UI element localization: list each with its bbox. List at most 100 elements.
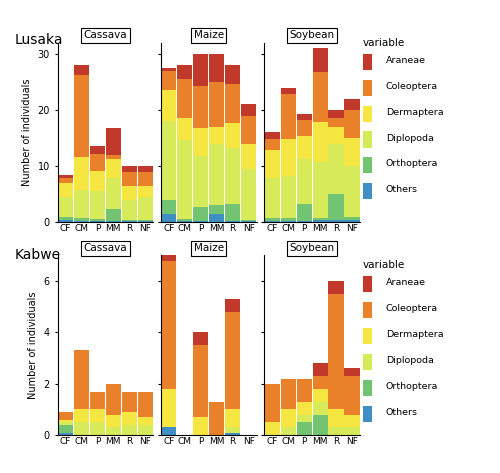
Bar — [193, 333, 208, 345]
Bar — [193, 156, 208, 207]
Bar — [241, 105, 256, 115]
Title: Cassava: Cassava — [84, 243, 127, 253]
Bar — [193, 86, 208, 128]
Bar — [296, 136, 312, 159]
Title: Soybean: Soybean — [290, 30, 335, 40]
Bar — [344, 166, 360, 217]
Text: Dermaptera: Dermaptera — [386, 108, 444, 117]
Bar — [106, 428, 121, 435]
Bar — [312, 389, 328, 402]
Bar — [328, 118, 344, 127]
Bar — [162, 90, 176, 121]
Bar — [162, 255, 176, 261]
Bar — [312, 376, 328, 389]
Bar — [362, 354, 372, 370]
Bar — [362, 328, 372, 344]
Bar — [312, 72, 328, 123]
Bar — [74, 190, 89, 219]
Text: Others: Others — [386, 185, 418, 194]
Text: Orthoptera: Orthoptera — [386, 382, 438, 391]
Bar — [58, 420, 73, 422]
Bar — [344, 368, 360, 376]
Bar — [90, 191, 105, 219]
Bar — [106, 159, 121, 178]
Bar — [162, 214, 176, 222]
Bar — [225, 84, 240, 123]
Bar — [344, 415, 360, 428]
Bar — [90, 171, 105, 191]
Bar — [90, 392, 105, 410]
Bar — [162, 428, 176, 435]
Bar — [264, 132, 280, 139]
Bar — [193, 417, 208, 435]
Bar — [264, 178, 280, 218]
Bar — [344, 110, 360, 138]
Bar — [280, 94, 296, 139]
Bar — [225, 65, 240, 84]
Bar — [58, 197, 73, 217]
Bar — [209, 54, 224, 82]
Bar — [362, 302, 372, 318]
Bar — [162, 70, 176, 90]
Bar — [225, 299, 240, 312]
Bar — [328, 294, 344, 410]
Bar — [209, 214, 224, 222]
Bar — [296, 114, 312, 120]
Bar — [122, 412, 137, 425]
Bar — [328, 219, 344, 222]
Bar — [162, 121, 176, 200]
Bar — [122, 200, 137, 219]
Bar — [209, 205, 224, 214]
Bar — [193, 128, 208, 156]
Bar — [296, 379, 312, 402]
Bar — [362, 158, 372, 174]
Title: Maize: Maize — [194, 30, 224, 40]
Bar — [177, 65, 192, 79]
Bar — [58, 425, 73, 433]
Bar — [74, 219, 89, 220]
Bar — [74, 157, 89, 190]
Bar — [264, 422, 280, 435]
Bar — [344, 376, 360, 415]
Bar — [162, 261, 176, 389]
Bar — [106, 178, 121, 210]
Bar — [296, 402, 312, 415]
Bar — [296, 422, 312, 435]
Text: Kabwe: Kabwe — [15, 248, 61, 263]
Bar — [225, 428, 240, 433]
Bar — [312, 123, 328, 162]
Bar — [280, 218, 296, 220]
Text: variable: variable — [362, 38, 405, 48]
Bar — [296, 204, 312, 220]
Bar — [312, 415, 328, 435]
Bar — [122, 219, 137, 221]
Text: Araneae: Araneae — [386, 278, 426, 288]
Y-axis label: Number of individuals: Number of individuals — [22, 79, 32, 186]
Bar — [138, 197, 153, 219]
Bar — [225, 204, 240, 221]
Bar — [296, 159, 312, 204]
Bar — [177, 118, 192, 140]
Bar — [122, 221, 137, 222]
Text: Coleoptera: Coleoptera — [386, 304, 438, 313]
Bar — [225, 433, 240, 435]
Bar — [58, 175, 73, 178]
Bar — [241, 219, 256, 221]
Bar — [106, 128, 121, 155]
Bar — [90, 147, 105, 154]
Bar — [106, 220, 121, 222]
Title: Cassava: Cassava — [84, 30, 127, 40]
Bar — [362, 380, 372, 396]
Bar — [280, 139, 296, 175]
Bar — [362, 405, 372, 421]
Bar — [328, 127, 344, 144]
Bar — [362, 105, 372, 122]
Bar — [225, 123, 240, 148]
Bar — [74, 350, 89, 410]
Bar — [280, 88, 296, 94]
Bar — [280, 410, 296, 428]
Text: Diplopoda: Diplopoda — [386, 356, 434, 365]
Bar — [138, 219, 153, 221]
Text: Diplopoda: Diplopoda — [386, 133, 434, 143]
Bar — [328, 194, 344, 219]
